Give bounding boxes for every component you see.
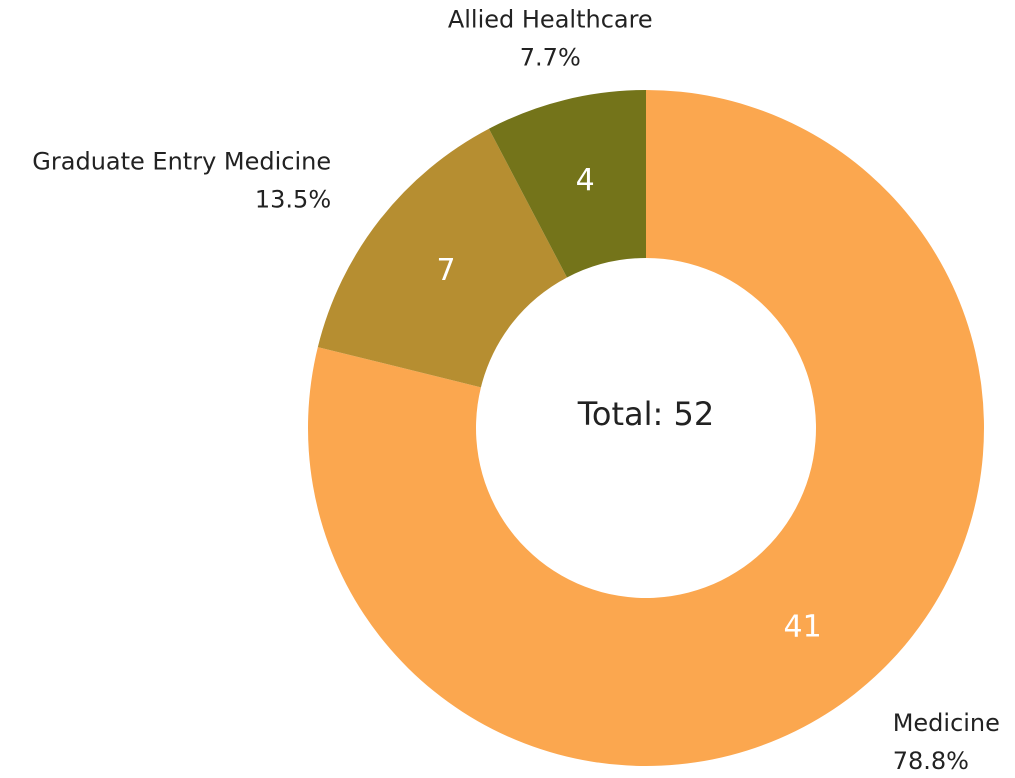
slice — [308, 90, 984, 767]
slice-category: Graduate Entry Medicine — [32, 147, 331, 175]
slice-percent: 7.7% — [520, 44, 581, 72]
slice-category: Allied Healthcare — [448, 6, 653, 34]
slice — [317, 128, 567, 388]
slice-value: 4 — [576, 163, 595, 198]
slice-percent: 13.5% — [255, 185, 331, 213]
center-label: Total: 52 — [577, 395, 714, 433]
slice-category: Medicine — [893, 709, 1000, 737]
slice — [488, 90, 646, 278]
slice-value: 41 — [784, 609, 822, 644]
slice-value: 7 — [437, 253, 456, 288]
slice-percent: 78.8% — [893, 747, 969, 775]
